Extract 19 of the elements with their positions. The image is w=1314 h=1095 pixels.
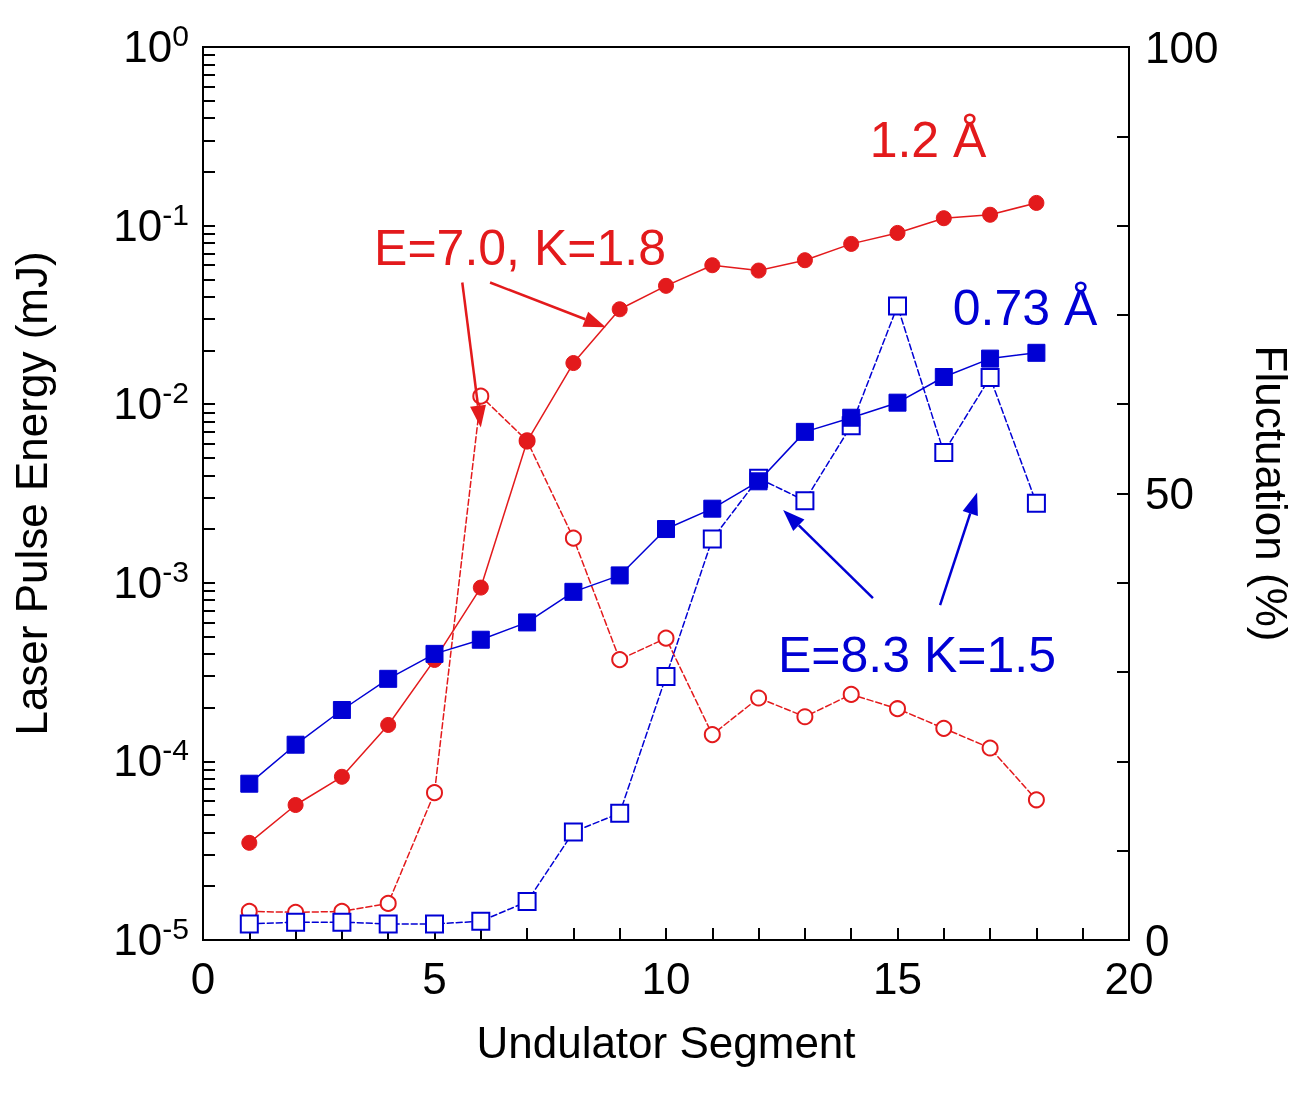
x-axis-title: Undulator Segment xyxy=(476,1017,856,1067)
x-tick-label: 5 xyxy=(422,953,447,1003)
y-axis-title: Laser Pulse Energy (mJ) xyxy=(6,251,56,736)
y2-tick-label: 50 xyxy=(1145,469,1194,518)
y-tick-label: 10$^{-2}$ xyxy=(113,375,189,429)
y2-axis-title: Fluctuation (%) xyxy=(1246,345,1296,642)
y-tick-label: 10$^{-5}$ xyxy=(113,911,189,964)
x-tick-label: 10 xyxy=(641,953,691,1003)
x-tick-label: 15 xyxy=(873,953,922,1003)
y-tick-label: 10$^{-3}$ xyxy=(113,554,189,607)
annotation: E=7.0, K=1.8 xyxy=(374,220,666,276)
y-tick-label: 10$^{-4}$ xyxy=(113,732,189,786)
annotation: 0.73 Å xyxy=(952,280,1098,336)
x-tick-label: 0 xyxy=(190,953,216,1003)
y-tick-label: 10$^{0}$ xyxy=(123,18,189,71)
y-tick-label: 10$^{-1}$ xyxy=(113,197,189,250)
annotation: E=8.3 K=1.5 xyxy=(777,627,1057,683)
y2-tick-label: 100 xyxy=(1145,22,1219,72)
annotation: 1.2 Å xyxy=(869,112,988,168)
